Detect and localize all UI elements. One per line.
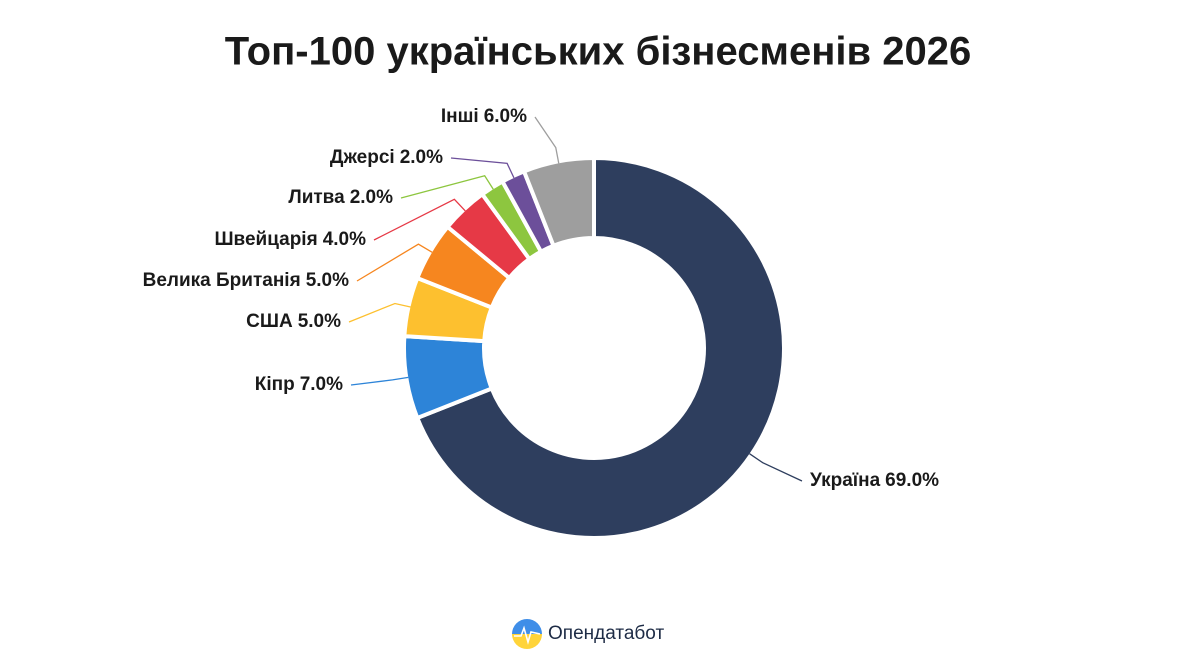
donut-slice xyxy=(415,156,786,540)
slice-label: Велика Британія 5.0% xyxy=(143,270,349,291)
slice-category: Джерсі xyxy=(330,147,395,168)
leader-line xyxy=(749,453,803,482)
slice-label: Україна 69.0% xyxy=(810,470,939,491)
slice-label: Швейцарія 4.0% xyxy=(214,229,366,250)
chart-title: Топ-100 українських бізнесменів 2026 xyxy=(225,30,971,74)
slice-value-label: 4.0% xyxy=(323,229,366,250)
slice-category: Інші xyxy=(441,106,479,127)
slice-category: США xyxy=(246,311,293,332)
slice-label: Литва 2.0% xyxy=(288,187,393,208)
slice-label: Кіпр 7.0% xyxy=(255,374,343,395)
leader-line xyxy=(534,116,560,164)
brand-logo: Опендатабот xyxy=(512,619,664,649)
slice-label: Інші 6.0% xyxy=(441,106,527,127)
slice-label: Джерсі 2.0% xyxy=(330,147,443,168)
slice-category: Україна xyxy=(810,470,881,491)
slice-value-label: 7.0% xyxy=(300,374,343,395)
logo-pulse xyxy=(514,625,541,645)
leader-line xyxy=(350,376,409,386)
slice-category: Литва xyxy=(288,187,345,208)
slice-category: Велика Британія xyxy=(143,270,301,291)
donut-slice xyxy=(522,156,596,248)
slice-value-label: 5.0% xyxy=(298,311,341,332)
slice-value-label: 5.0% xyxy=(306,270,349,291)
leader-line xyxy=(450,157,515,179)
brand-name: Опендатабот xyxy=(548,623,664,644)
slice-value-label: 2.0% xyxy=(350,187,393,208)
logo-icon xyxy=(512,619,542,649)
leader-line xyxy=(373,198,466,241)
slice-value-label: 2.0% xyxy=(400,147,443,168)
leader-line xyxy=(356,243,433,282)
slice-category: Кіпр xyxy=(255,374,295,395)
slice-value-label: 6.0% xyxy=(484,106,527,127)
slice-label: США 5.0% xyxy=(246,311,341,332)
leader-line xyxy=(400,175,494,199)
leader-line xyxy=(348,302,411,323)
slice-category: Швейцарія xyxy=(214,229,317,250)
slice-value-label: 69.0% xyxy=(885,470,939,491)
